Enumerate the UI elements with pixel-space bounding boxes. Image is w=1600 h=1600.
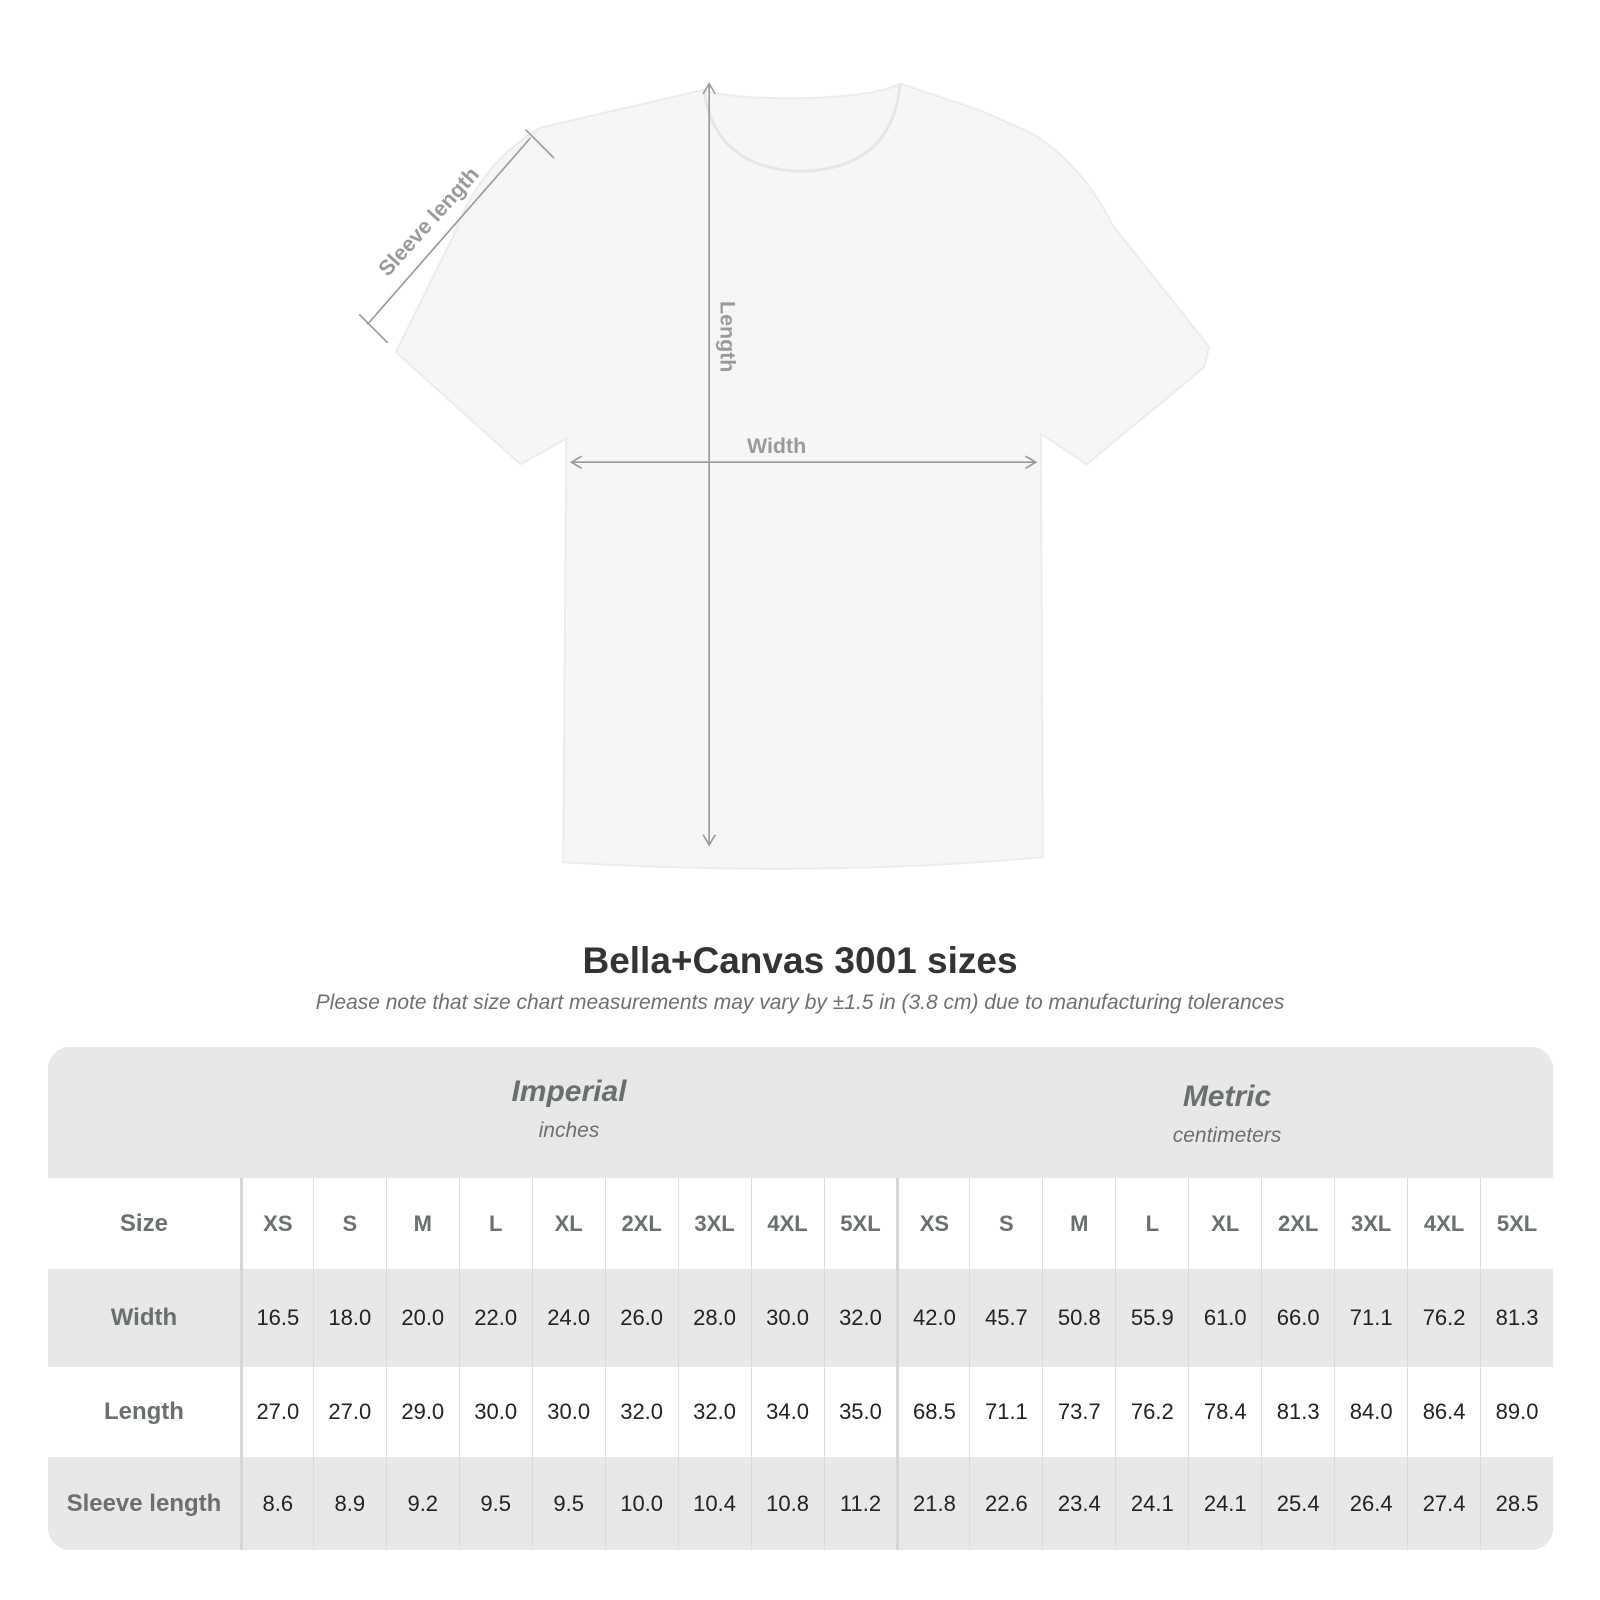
- table-cell: 9.5: [458, 1457, 532, 1550]
- table-header: Imperial inches Metric centimeters: [48, 1047, 1553, 1178]
- table-cell: 78.4: [1188, 1367, 1261, 1457]
- table-cell: 81.3: [1480, 1269, 1553, 1367]
- table-cell: 71.1: [1334, 1269, 1407, 1367]
- tshirt-shape: [394, 82, 1211, 870]
- table-cell: 89.0: [1480, 1367, 1553, 1457]
- table-cell: 16.5: [239, 1269, 313, 1367]
- table-cell: 27.0: [312, 1367, 386, 1457]
- table-cell: 27.4: [1407, 1457, 1480, 1550]
- table-cell: 32.0: [677, 1367, 751, 1457]
- table-cell: 30.0: [531, 1367, 605, 1457]
- table-cell: 29.0: [385, 1367, 459, 1457]
- page-subtitle: Please note that size chart measurements…: [315, 991, 1285, 1014]
- size-header-cell: S: [969, 1178, 1042, 1269]
- row-label: Length: [103, 1398, 184, 1425]
- imperial-header: Imperial inches: [240, 1075, 898, 1143]
- imperial-title: Imperial: [511, 1075, 627, 1108]
- table-cell: 27.0: [239, 1367, 313, 1457]
- size-header-cell: XS: [239, 1178, 313, 1269]
- table-cell: 24.0: [531, 1269, 605, 1367]
- table-cell: 32.0: [823, 1269, 897, 1367]
- table-cell: 84.0: [1334, 1367, 1407, 1457]
- length-label: Length: [715, 301, 739, 372]
- size-header-cell: M: [1042, 1178, 1115, 1269]
- table-row: Width 16.5 18.0 20.0 22.0 24.0 26.0 28.0 30.0 32.…: [48, 1269, 1553, 1367]
- table-cell: 20.0: [385, 1269, 459, 1367]
- table-cell: 45.7: [969, 1269, 1042, 1367]
- size-header-cell: XL: [531, 1178, 605, 1269]
- table-cell: 10.8: [750, 1457, 824, 1550]
- table-cell: 42.0: [896, 1269, 969, 1367]
- row-label: Sleeve length: [66, 1489, 222, 1517]
- size-header-cell: 2XL: [604, 1178, 678, 1269]
- table-cell: 30.0: [458, 1367, 532, 1457]
- table-cell: 61.0: [1188, 1269, 1261, 1367]
- table-row: Length 27.0 27.0 29.0 30.0 30.0 32.0 32.0 34.0 35…: [48, 1367, 1553, 1457]
- table-cell: 66.0: [1261, 1269, 1334, 1367]
- size-header-cell: XS: [896, 1178, 969, 1269]
- table-cell: 25.4: [1261, 1457, 1334, 1550]
- row-label: Size: [119, 1209, 168, 1237]
- size-table: Imperial inches Metric centimeters Size X…: [48, 1047, 1553, 1550]
- table-cell: 22.6: [969, 1457, 1042, 1550]
- table-cell: 76.2: [1115, 1367, 1188, 1457]
- tshirt-diagram: Sleeve length Length Width: [358, 82, 1211, 870]
- table-cell: 86.4: [1407, 1367, 1480, 1457]
- table-cell: 21.8: [896, 1457, 969, 1550]
- table-cell: 26.4: [1334, 1457, 1407, 1550]
- metric-header: Metric centimeters: [898, 1080, 1553, 1148]
- table-cell: 32.0: [604, 1367, 678, 1457]
- size-header-cell: S: [312, 1178, 386, 1269]
- sleeve-measure-line: [366, 137, 532, 326]
- table-cell: 34.0: [750, 1367, 824, 1457]
- table-cell: 18.0: [312, 1269, 386, 1367]
- table-cell: 8.9: [312, 1457, 386, 1550]
- table-cell: 8.6: [239, 1457, 313, 1550]
- table-cell: 24.1: [1188, 1457, 1261, 1550]
- table-row: Sleeve length 8.6 8.9 9.2 9.5 9.5 10.0 10.4 10.8…: [48, 1457, 1553, 1550]
- metric-title: Metric: [1182, 1080, 1272, 1113]
- table-cell: 55.9: [1115, 1269, 1188, 1367]
- imperial-unit: inches: [538, 1119, 600, 1142]
- size-header-cell: L: [1115, 1178, 1188, 1269]
- size-header-row: Size XS S M L XL 2XL 3XL 4XL 5XL XS S M L XL 2XL 3XL 4XL 5…: [48, 1178, 1553, 1269]
- size-header-cell: 3XL: [677, 1178, 751, 1269]
- table-cell: 22.0: [458, 1269, 532, 1367]
- table-cell: 11.2: [823, 1457, 897, 1550]
- table-cell: 73.7: [1042, 1367, 1115, 1457]
- size-header-cell: L: [458, 1178, 532, 1269]
- metric-unit: centimeters: [1172, 1124, 1282, 1147]
- table-cell: 23.4: [1042, 1457, 1115, 1550]
- size-header-cell: XL: [1188, 1178, 1261, 1269]
- table-cell: 28.0: [677, 1269, 751, 1367]
- table-cell: 24.1: [1115, 1457, 1188, 1550]
- table-cell: 35.0: [823, 1367, 897, 1457]
- page-title: Bella+Canvas 3001 sizes: [582, 940, 1018, 981]
- table-cell: 30.0: [750, 1269, 824, 1367]
- table-cell: 10.4: [677, 1457, 751, 1550]
- table-cell: 10.0: [604, 1457, 678, 1550]
- size-header-cell: 3XL: [1334, 1178, 1407, 1269]
- size-header-cell: 5XL: [823, 1178, 897, 1269]
- tshirt-collar: [702, 83, 902, 173]
- table-cell: 71.1: [969, 1367, 1042, 1457]
- size-header-cell: 2XL: [1261, 1178, 1334, 1269]
- size-header-cell: 5XL: [1480, 1178, 1553, 1269]
- table-cell: 81.3: [1261, 1367, 1334, 1457]
- row-label: Width: [110, 1304, 178, 1331]
- table-cell: 68.5: [896, 1367, 969, 1457]
- table-cell: 9.2: [385, 1457, 459, 1550]
- table-cell: 9.5: [531, 1457, 605, 1550]
- table-cell: 28.5: [1480, 1457, 1553, 1550]
- table-cell: 50.8: [1042, 1269, 1115, 1367]
- table-cell: 76.2: [1407, 1269, 1480, 1367]
- width-label: Width: [747, 434, 806, 458]
- table-cell: 26.0: [604, 1269, 678, 1367]
- size-header-cell: M: [385, 1178, 459, 1269]
- size-header-cell: 4XL: [1407, 1178, 1480, 1269]
- size-header-cell: 4XL: [750, 1178, 824, 1269]
